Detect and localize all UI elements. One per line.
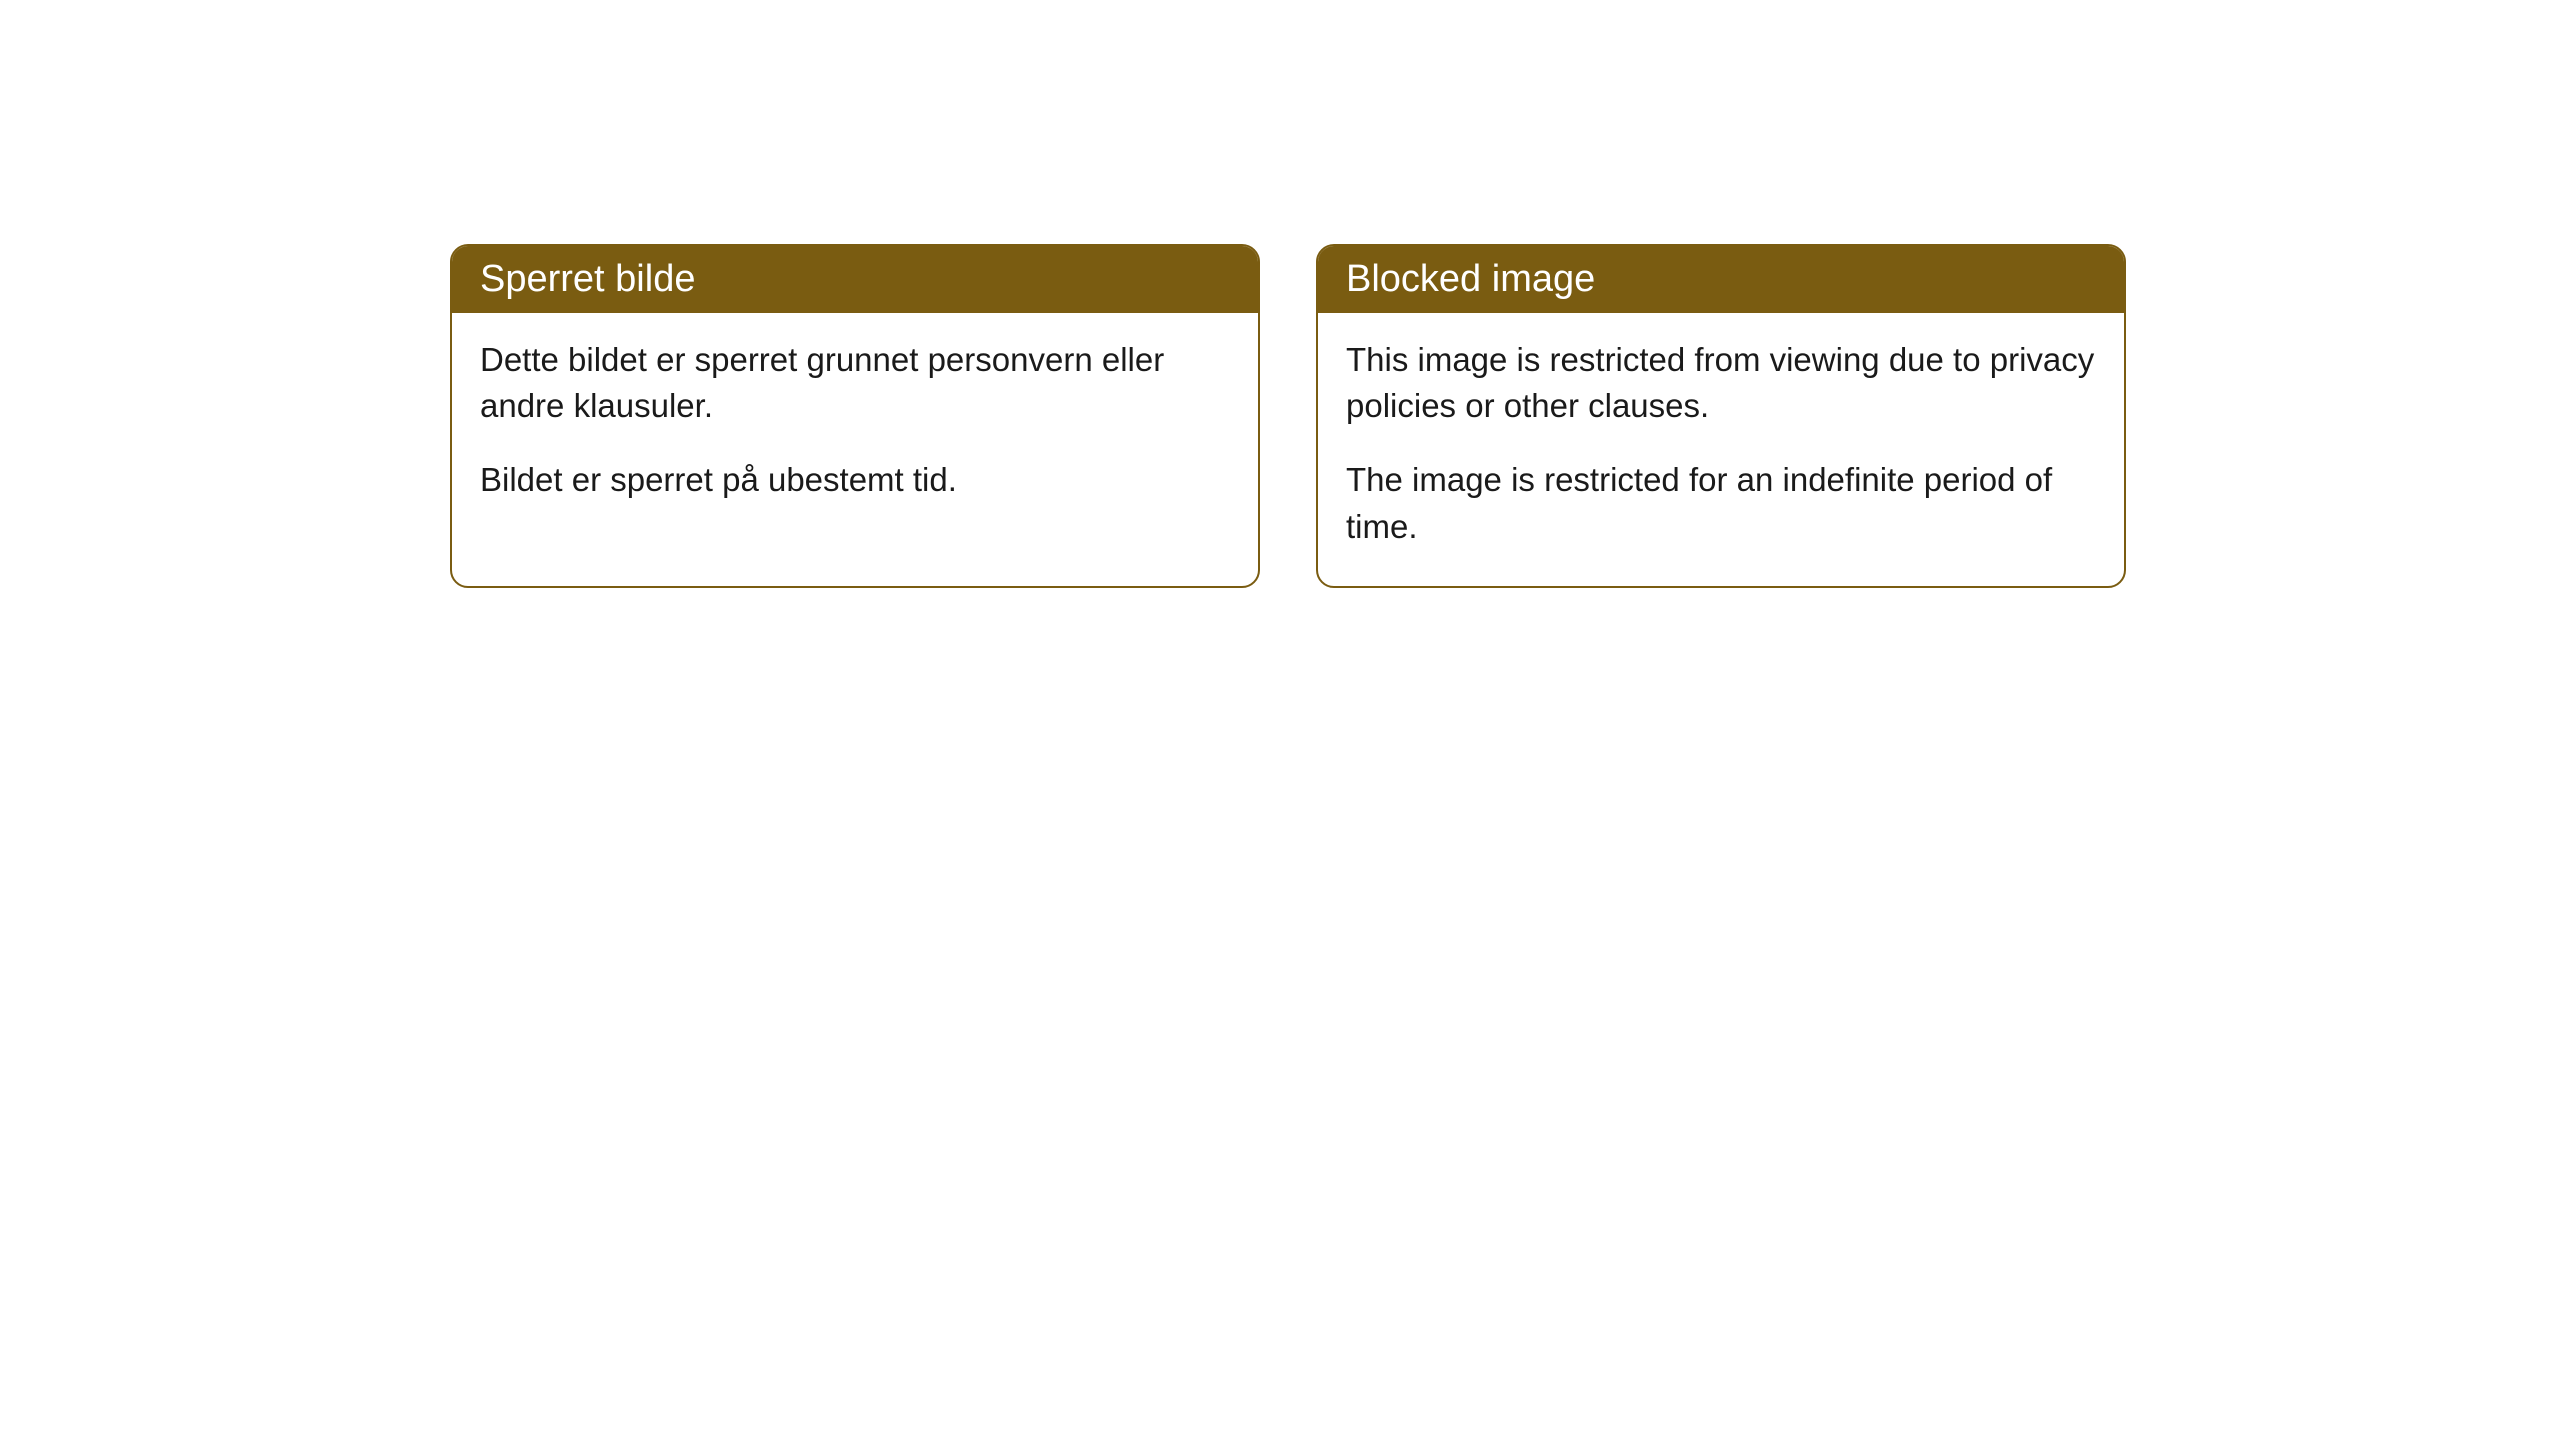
- card-para1-no: Dette bildet er sperret grunnet personve…: [480, 337, 1230, 429]
- card-title-no: Sperret bilde: [480, 258, 695, 300]
- card-body-en: This image is restricted from viewing du…: [1318, 313, 2124, 586]
- cards-container: Sperret bilde Dette bildet er sperret gr…: [450, 244, 2126, 588]
- card-para2-en: The image is restricted for an indefinit…: [1346, 457, 2096, 549]
- card-title-en: Blocked image: [1346, 258, 1595, 300]
- blocked-image-card-no: Sperret bilde Dette bildet er sperret gr…: [450, 244, 1260, 588]
- card-para2-no: Bildet er sperret på ubestemt tid.: [480, 457, 1230, 503]
- card-header-en: Blocked image: [1318, 246, 2124, 313]
- card-header-no: Sperret bilde: [452, 246, 1258, 313]
- card-body-no: Dette bildet er sperret grunnet personve…: [452, 313, 1258, 540]
- blocked-image-card-en: Blocked image This image is restricted f…: [1316, 244, 2126, 588]
- card-para1-en: This image is restricted from viewing du…: [1346, 337, 2096, 429]
